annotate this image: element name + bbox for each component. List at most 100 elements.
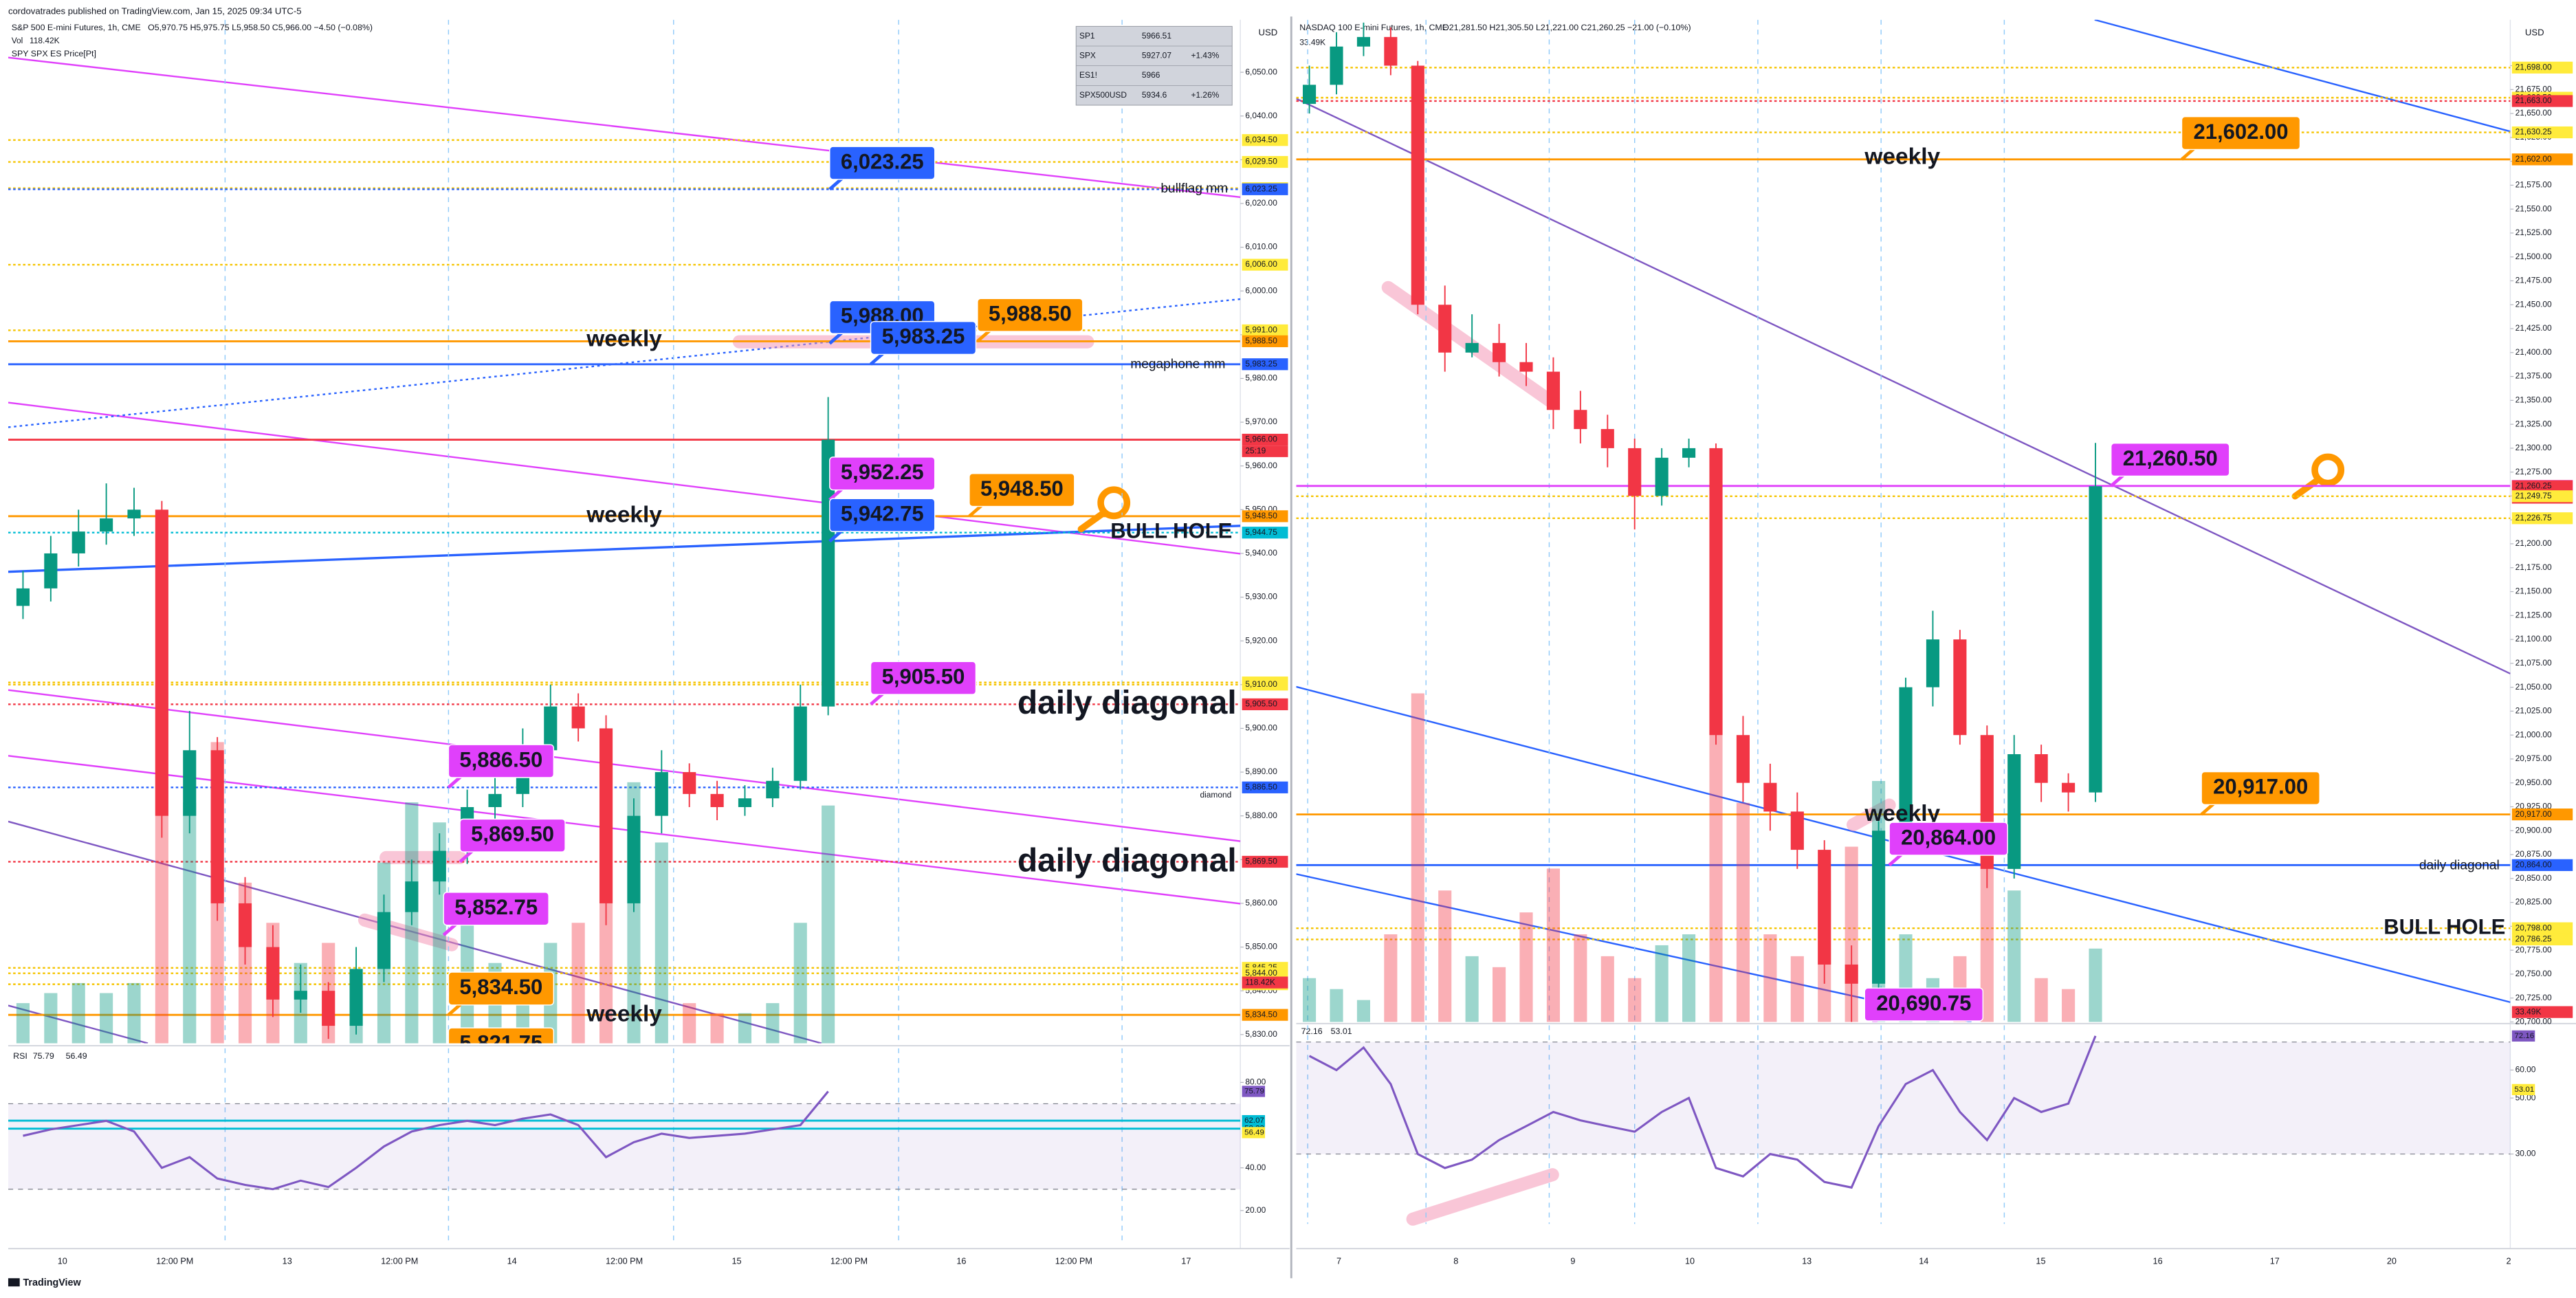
x-tick-label: 20 [2387, 1257, 2397, 1266]
callout-label: 5,988.50 [989, 301, 1072, 325]
price-badge [2511, 490, 2573, 503]
volume-bar [1682, 934, 1696, 1022]
candle-body [238, 903, 252, 947]
price-badge-label: 5,886.50 [1245, 782, 1277, 791]
price-badge [1242, 258, 1288, 271]
drawing-text: weekly [586, 502, 662, 527]
x-tick-label: 12:00 PM [156, 1257, 193, 1266]
x-tick-label: 15 [2036, 1257, 2045, 1266]
candle-body [1546, 371, 1560, 410]
countdown-label: 25:19 [1245, 446, 1266, 456]
candle-body [1411, 65, 1424, 305]
y-tick-label: 21,650.00 [2516, 108, 2552, 118]
rsi-badge-label: 56.49 [1244, 1128, 1264, 1136]
price-badge [1242, 510, 1288, 522]
candle-body [1818, 850, 1831, 965]
x-tick-label: 7 [1336, 1257, 1341, 1266]
rsi-title: RSI [13, 1051, 27, 1061]
x-tick-label: 14 [1919, 1257, 1928, 1266]
volume-bar [1736, 802, 1750, 1022]
volume-bar [1790, 956, 1804, 1022]
trend-line [8, 56, 1241, 199]
volume-bar [71, 982, 85, 1044]
y-tick-label: 20,725.00 [2516, 993, 2552, 1002]
rsi-pane [1296, 1025, 2511, 1224]
candle-body [1926, 639, 1940, 688]
candle-body [155, 509, 168, 816]
volume-bar [2034, 978, 2048, 1022]
candle-body [1330, 46, 1343, 85]
trend-line [1296, 98, 2511, 674]
candle-body [766, 780, 780, 799]
price-badge-label: 20,917.00 [2516, 809, 2552, 819]
trend-line [1296, 873, 1972, 1022]
table-cell: SPX500USD [1079, 90, 1127, 100]
rsi-band [1296, 1042, 2511, 1154]
y-tick-label: 6,040.00 [1245, 111, 1277, 120]
y-tick-label: 21,425.00 [2516, 323, 2552, 333]
volume-bar [1411, 693, 1424, 1022]
rsi-badge-label: 72.16 [2514, 1032, 2534, 1040]
price-badge-label: 5,991.00 [1245, 325, 1277, 335]
trend-line [8, 689, 1241, 842]
candle-body [16, 588, 30, 606]
y-tick-label: 6,000.00 [1245, 285, 1277, 295]
price-badge [2511, 512, 2573, 525]
y-tick-label: 5,880.00 [1245, 811, 1277, 820]
callout-box [448, 744, 555, 778]
price-badge [2511, 808, 2573, 821]
table-cell: SPX [1079, 50, 1096, 60]
table-cell: SP1 [1079, 31, 1095, 41]
y-tick-label: 20,850.00 [2516, 873, 2552, 883]
ohlc: O21,281.50 H21,305.50 L21,221.00 C21,260… [1442, 23, 1691, 32]
candle-body [1763, 782, 1777, 812]
volume-bar [683, 1003, 696, 1044]
price-badge-label: 5,948.50 [1245, 511, 1277, 520]
candle-body [654, 772, 668, 816]
candle-body [127, 509, 141, 519]
price-badge [1242, 781, 1288, 793]
price-badge-label: 5,869.50 [1245, 857, 1277, 866]
y-tick-label: 21,475.00 [2516, 276, 2552, 285]
price-badge-label: 5,983.25 [1245, 359, 1277, 368]
callout-box [1864, 987, 1984, 1022]
price-badge [1242, 433, 1288, 446]
callout-label: 5,886.50 [459, 747, 542, 771]
volume-bar [2062, 989, 2076, 1022]
highlight [1406, 1168, 1559, 1226]
callout-box [443, 892, 549, 926]
volume-bar [793, 923, 807, 1044]
rsi-legend: 75.79 [33, 1051, 54, 1061]
price-badge-label: 6,006.00 [1245, 259, 1277, 269]
candle-body [599, 728, 613, 903]
callout-label: 5,821.75 [459, 1031, 542, 1055]
y-tick-label: 21,450.00 [2516, 299, 2552, 309]
volume-bar [766, 1003, 780, 1044]
callout-box [829, 498, 936, 532]
y-tick-label: 21,500.00 [2516, 252, 2552, 261]
axes: 5,830.005,840.005,850.005,860.005,870.00… [58, 25, 1288, 1266]
currency: USD [1258, 27, 1277, 37]
price-badge [1242, 679, 1288, 691]
y-tick-label: 5,860.00 [1245, 898, 1277, 908]
drawing-text: weekly [586, 1002, 662, 1027]
volume-bar [1600, 956, 1614, 1022]
y-tick-label: 21,325.00 [2516, 419, 2552, 428]
callout-box [459, 818, 566, 852]
trend-line [2094, 19, 2511, 133]
x-tick-label: 17 [1181, 1257, 1191, 1266]
x-tick-label: 12:00 PM [381, 1257, 418, 1266]
volume-badge-label: 118.42K [1245, 977, 1275, 987]
y-tick-label: 80.00 [1245, 1077, 1266, 1087]
y-tick-label: 20,975.00 [2516, 754, 2552, 763]
callout-label: 5,952.25 [841, 460, 924, 484]
candle-body [2062, 782, 2076, 793]
trend-line [8, 1004, 148, 1044]
y-tick-label: 5,960.00 [1245, 461, 1277, 470]
volume-bar [16, 1003, 30, 1044]
x-tick-label: 16 [956, 1257, 966, 1266]
x-tick-label: 16 [2153, 1257, 2163, 1266]
volume-bar [1465, 956, 1479, 1022]
volume-bar [1438, 890, 1452, 1022]
